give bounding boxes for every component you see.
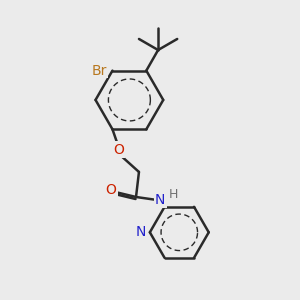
- Text: N: N: [155, 193, 165, 207]
- Text: H: H: [168, 188, 178, 201]
- Text: O: O: [106, 183, 116, 196]
- Text: Br: Br: [92, 64, 107, 78]
- Text: N: N: [136, 225, 146, 239]
- Text: O: O: [113, 143, 124, 157]
